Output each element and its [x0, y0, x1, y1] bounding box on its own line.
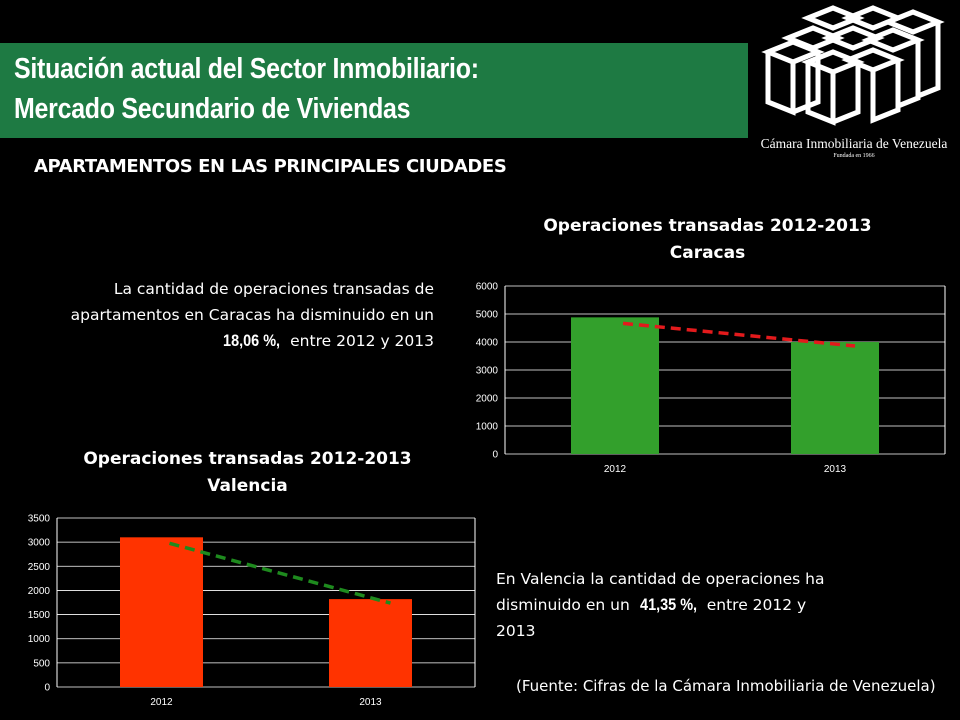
caracas-chart-title: Operaciones transadas 2012-2013 Caracas — [480, 213, 935, 267]
valencia-xtick-label: 2012 — [150, 697, 173, 708]
valencia-ytick-label: 500 — [33, 658, 50, 669]
valencia-ytick-label: 1000 — [28, 634, 51, 645]
valencia-ytick-label: 2500 — [28, 562, 51, 573]
valencia-trendline — [169, 541, 391, 605]
valencia-text-after: entre 2012 y 2013 — [496, 596, 807, 640]
caracas-chart-title-line1: Operaciones transadas 2012-2013 — [543, 216, 872, 236]
section-subtitle: APARTAMENTOS EN LAS PRINCIPALES CIUDADES — [34, 156, 507, 177]
page-title-line2: Mercado Secundario de Viviendas — [14, 93, 411, 125]
title-band: Situación actual del Sector Inmobiliario… — [0, 43, 748, 138]
caracas-ytick-label: 1000 — [476, 422, 499, 433]
caracas-xtick-label: 2012 — [604, 464, 627, 475]
valencia-bar-chart: 0 500 1000 1500 2000 2500 3000 3500 2012 2013 — [28, 514, 476, 708]
logo-founded: Fundada en 1966 — [833, 153, 875, 159]
valencia-ytick-label: 2000 — [28, 586, 51, 597]
caracas-ytick-label: 4000 — [476, 338, 499, 349]
caracas-trendline — [622, 321, 856, 348]
caracas-ytick-label: 2000 — [476, 394, 499, 405]
caracas-ytick-label: 5000 — [476, 310, 499, 321]
valencia-xtick-label: 2013 — [359, 697, 382, 708]
valencia-percentage: 41,35 %, — [639, 595, 697, 614]
valencia-ytick-label: 0 — [44, 683, 50, 694]
caracas-ytick-label: 3000 — [476, 366, 499, 377]
caracas-bar-chart: 0 1000 2000 3000 4000 5000 6000 2012 2013 — [476, 282, 946, 475]
caracas-chart-title-line2: Caracas — [669, 243, 746, 263]
valencia-chart-title-line2: Valencia — [207, 476, 288, 496]
caracas-paragraph: La cantidad de operaciones transadas de … — [58, 276, 434, 354]
source-note: (Fuente: Cifras de la Cámara Inmobiliari… — [516, 677, 936, 695]
valencia-ytick-label: 3000 — [28, 538, 51, 549]
caracas-text-after: entre 2012 y 2013 — [285, 332, 434, 350]
valencia-text-before: En Valencia la cantidad de operaciones h… — [496, 570, 825, 614]
valencia-paragraph: En Valencia la cantidad de operaciones h… — [496, 566, 846, 644]
logo: Cámara Inmobiliaria de Venezuela Fundada… — [748, 0, 960, 170]
caracas-xtick-label: 2013 — [824, 464, 847, 475]
logo-cubes-icon — [761, 5, 945, 126]
caracas-text-before: La cantidad de operaciones transadas de … — [70, 280, 434, 324]
valencia-bar-2012 — [120, 537, 203, 687]
valencia-chart-title: Operaciones transadas 2012-2013 Valencia — [20, 446, 475, 500]
caracas-bar-2012 — [571, 317, 659, 454]
caracas-bar-2013 — [791, 342, 879, 454]
caracas-percentage: 18,06 %, — [223, 331, 281, 350]
caracas-ytick-label: 0 — [492, 450, 498, 461]
valencia-ytick-label: 1500 — [28, 610, 51, 621]
valencia-bar-2013 — [329, 599, 412, 687]
logo-name: Cámara Inmobiliaria de Venezuela — [760, 136, 948, 151]
valencia-chart-title-line1: Operaciones transadas 2012-2013 — [83, 449, 412, 469]
valencia-ytick-label: 3500 — [28, 514, 51, 525]
page-title-line1: Situación actual del Sector Inmobiliario… — [14, 53, 479, 85]
caracas-ytick-label: 6000 — [476, 282, 499, 293]
